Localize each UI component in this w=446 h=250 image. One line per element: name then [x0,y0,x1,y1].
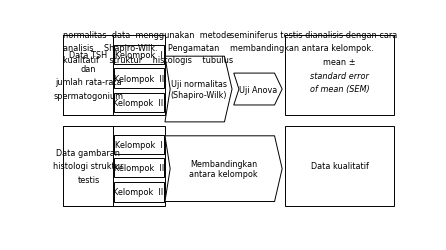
FancyBboxPatch shape [63,36,113,116]
Text: dan: dan [81,64,96,74]
Text: of mean (SEM): of mean (SEM) [310,85,369,94]
Text: seminiferus testis dianalisis dengan cara
membandingkan antara kelompok.: seminiferus testis dianalisis dengan car… [230,31,397,52]
Text: Kelompok  I: Kelompok I [115,140,163,149]
Text: testis: testis [77,175,99,184]
FancyBboxPatch shape [63,36,165,116]
FancyBboxPatch shape [285,36,395,116]
Polygon shape [234,74,282,106]
Text: normalitas  data  menggunakan  metode
analisis    Shapiro-Wilk.    Pengamatan
ku: normalitas data menggunakan metode anali… [63,31,233,65]
Text: Membandingkan
antara kelompok: Membandingkan antara kelompok [189,159,258,179]
Text: histologi struktur: histologi struktur [53,162,124,171]
Text: standard error: standard error [310,71,369,80]
Text: Kelompok  III: Kelompok III [112,188,165,196]
Text: Kelompok  II: Kelompok II [114,164,164,172]
Text: mean ±: mean ± [323,58,356,67]
Text: Kelompok  III: Kelompok III [112,99,165,108]
FancyBboxPatch shape [114,46,164,65]
Text: Uji normalitas
(Shapiro-Wilk): Uji normalitas (Shapiro-Wilk) [170,80,227,99]
Text: Data TSH: Data TSH [69,51,107,60]
Text: jumlah rata-rata: jumlah rata-rata [55,78,122,87]
Polygon shape [165,136,282,202]
FancyBboxPatch shape [285,126,395,206]
FancyBboxPatch shape [114,182,164,202]
FancyBboxPatch shape [114,158,164,178]
FancyBboxPatch shape [114,135,164,154]
FancyBboxPatch shape [114,69,164,88]
FancyBboxPatch shape [114,94,164,113]
Text: Kelompok  I: Kelompok I [115,50,163,59]
Text: Kelompok  II: Kelompok II [114,74,164,83]
Text: Data kualitatif: Data kualitatif [310,162,368,171]
Text: Data gambaran: Data gambaran [56,148,120,157]
FancyBboxPatch shape [63,126,113,206]
Text: spermatogonium: spermatogonium [54,92,124,100]
FancyBboxPatch shape [63,126,165,206]
Polygon shape [165,57,232,122]
Text: Uji Anova: Uji Anova [239,85,277,94]
